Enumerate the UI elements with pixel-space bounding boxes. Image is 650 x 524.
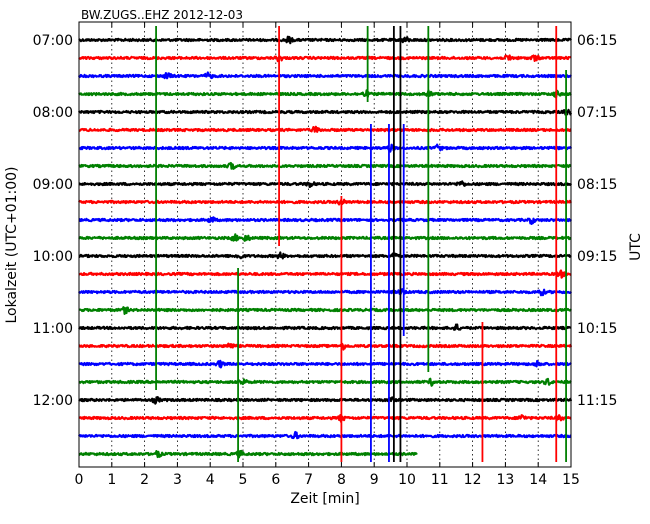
trace-row-0 (78, 35, 572, 45)
x-tick-label: 1 (107, 472, 116, 488)
chart-title: BW.ZUGS..EHZ 2012-12-03 (81, 8, 243, 22)
trace-row-18 (78, 359, 572, 369)
y-tick-label-right: 09:15 (577, 249, 617, 265)
trace-row-7 (78, 161, 572, 170)
plot-frame (78, 21, 572, 468)
x-tick-label: 12 (464, 472, 482, 488)
trace-row-6 (78, 143, 573, 153)
y-tick-label-right: 10:15 (577, 321, 617, 337)
y-tick-label-right: 07:15 (577, 105, 617, 121)
x-tick-label: 11 (431, 472, 449, 488)
y-tick-label-left: 09:00 (33, 177, 73, 193)
y-tick-label-right: 08:15 (577, 177, 617, 193)
trace-row-1 (78, 54, 572, 63)
trace-row-2 (77, 71, 572, 80)
trace-row-12 (78, 251, 572, 260)
trace-row-10 (78, 216, 572, 225)
y-tick-label-left: 11:00 (33, 321, 73, 337)
trace-row-19 (78, 377, 572, 387)
y-axis-label-right: UTC (628, 233, 644, 261)
x-tick-label: 9 (370, 472, 379, 488)
y-tick-label-right: 11:15 (577, 393, 617, 409)
x-tick-label: 8 (337, 472, 346, 488)
axis-layer: 0 1 2 3 4 5 6 7 8 9 10 11 12 13 14 1507:0008:0009:0010:… (33, 22, 617, 488)
trace-row-4 (78, 108, 573, 116)
trace-layer (77, 35, 573, 459)
trace-row-23 (78, 449, 418, 459)
x-tick-label: 10 (398, 472, 416, 488)
trace-row-22 (78, 430, 572, 440)
x-tick-label: 15 (562, 472, 580, 488)
y-axis-label-left: Lokalzeit (UTC+01:00) (4, 167, 20, 324)
trace-row-14 (78, 288, 572, 297)
x-tick-label: 2 (140, 472, 149, 488)
x-axis-label: Zeit [min] (290, 491, 359, 507)
x-tick-label: 14 (529, 472, 547, 488)
x-tick-label: 5 (239, 472, 248, 488)
x-tick-label: 6 (271, 472, 280, 488)
y-tick-label-left: 07:00 (33, 33, 73, 49)
trace-row-20 (78, 396, 573, 405)
x-tick-label: 3 (173, 472, 182, 488)
trace-row-9 (78, 198, 572, 206)
trace-row-15 (78, 306, 572, 315)
y-tick-label-left: 08:00 (33, 105, 73, 121)
y-tick-label-left: 10:00 (33, 249, 73, 265)
x-tick-label: 0 (75, 472, 84, 488)
trace-row-5 (78, 125, 572, 133)
spike-layer (155, 26, 567, 462)
y-tick-label-right: 06:15 (577, 33, 617, 49)
y-tick-label-left: 12:00 (33, 393, 73, 409)
x-tick-label: 4 (206, 472, 215, 488)
trace-row-8 (78, 180, 572, 188)
trace-row-13 (78, 269, 572, 279)
trace-row-21 (78, 414, 572, 423)
trace-row-3 (78, 89, 572, 99)
trace-row-16 (78, 323, 572, 331)
trace-row-17 (78, 342, 573, 351)
trace-row-11 (78, 233, 572, 242)
x-tick-label: 7 (304, 472, 313, 488)
x-tick-label: 13 (496, 472, 514, 488)
